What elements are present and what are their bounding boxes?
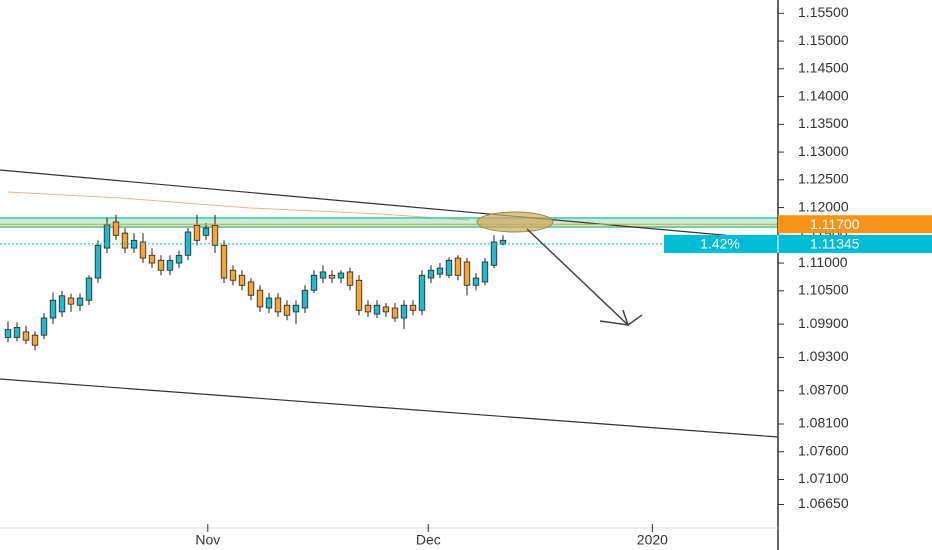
- candle-body: [418, 274, 426, 311]
- candle-body: [463, 261, 471, 286]
- x-tick-label: 2020: [637, 532, 668, 548]
- arrow-head: [599, 309, 630, 326]
- candle-body: [211, 224, 219, 246]
- candle-body: [382, 306, 390, 313]
- candle-body: [175, 254, 183, 264]
- x-tick-label: Dec: [416, 532, 441, 548]
- candle-body: [58, 295, 66, 313]
- y-tick-label: 1.15500: [798, 4, 849, 20]
- candle-body: [355, 279, 363, 311]
- candle-body: [238, 274, 246, 286]
- price-label: 1.11345: [810, 236, 860, 252]
- y-tick-label: 1.12500: [798, 171, 849, 187]
- trend-line: [0, 169, 779, 241]
- candles: [0, 214, 778, 351]
- candle-body: [472, 277, 480, 286]
- candle-body: [454, 257, 462, 276]
- candle-body: [337, 272, 345, 279]
- candle-body: [31, 334, 39, 346]
- axes: 1.15500 1.15000 1.14500 1.14000 1.13500 1.130…: [195, 4, 932, 548]
- candle-body: [481, 261, 489, 283]
- candle-body: [328, 274, 336, 279]
- y-tick-label: 1.08100: [798, 415, 849, 431]
- candle-body: [247, 281, 255, 296]
- candle-body: [193, 224, 201, 241]
- y-tick-label: 1.11000: [798, 254, 848, 270]
- candle-body: [166, 259, 174, 271]
- price-label-box: [778, 215, 932, 234]
- candle-body: [274, 297, 282, 313]
- candle-body: [49, 299, 57, 319]
- y-tick-label: 1.07100: [798, 470, 849, 486]
- candle-body: [319, 271, 327, 279]
- y-tick-label: 1.09300: [798, 348, 849, 364]
- candle-body: [409, 304, 417, 311]
- change-label: 1.42%: [700, 236, 740, 252]
- highlight-ellipse: [476, 211, 554, 233]
- candle-body: [292, 304, 300, 313]
- candle-body: [310, 274, 318, 291]
- candle-body: [499, 239, 507, 245]
- candle-body: [94, 244, 102, 279]
- y-tick-label: 1.15000: [798, 32, 849, 48]
- y-tick-label: 1.09900: [798, 315, 849, 331]
- y-tick-label: 1.10500: [798, 282, 849, 298]
- candle-body: [490, 241, 498, 266]
- y-tick-label: 1.13000: [798, 143, 849, 159]
- candle-body: [67, 297, 75, 305]
- candle-body: [427, 269, 435, 279]
- candle-body: [400, 304, 408, 319]
- candle-body: [373, 304, 381, 315]
- candle-body: [139, 241, 147, 259]
- candle-body: [445, 259, 453, 276]
- y-tick-label: 1.13500: [798, 115, 849, 131]
- price-label-box: [664, 234, 932, 253]
- candle-body: [229, 269, 237, 281]
- candle-body: [256, 289, 264, 308]
- candle-body: [121, 232, 129, 249]
- x-tick-label: Nov: [195, 532, 220, 548]
- candle-body: [76, 297, 84, 306]
- y-tick-label: 1.06650: [798, 495, 849, 511]
- candle-body: [265, 297, 273, 309]
- candle-body: [157, 259, 165, 271]
- candle-body: [364, 304, 372, 313]
- candle-body: [202, 227, 210, 236]
- candle-body: [283, 304, 291, 316]
- trend-line: [0, 378, 779, 438]
- y-tick-label: 1.08700: [798, 381, 849, 397]
- candle-body: [391, 307, 399, 319]
- candle-body: [13, 327, 21, 338]
- moving-average: [7, 191, 471, 221]
- y-tick-label: 1.12000: [798, 198, 849, 214]
- resistance-zone: [0, 217, 778, 228]
- candle-body: [103, 224, 111, 249]
- candle-body: [346, 271, 354, 286]
- y-tick-label: 1.14000: [798, 87, 849, 103]
- candle-body: [22, 331, 30, 341]
- candle-body: [40, 317, 48, 336]
- candle-body: [4, 329, 12, 338]
- candle-body: [85, 277, 93, 301]
- price-label: 1.11700: [810, 216, 860, 232]
- candle-body: [112, 221, 120, 236]
- candle-body: [301, 289, 309, 309]
- y-tick-label: 1.14500: [798, 60, 849, 76]
- y-tick-label: 1.07600: [798, 442, 849, 458]
- candle-body: [148, 254, 156, 264]
- candle-body: [220, 244, 228, 279]
- candle-body: [436, 267, 444, 275]
